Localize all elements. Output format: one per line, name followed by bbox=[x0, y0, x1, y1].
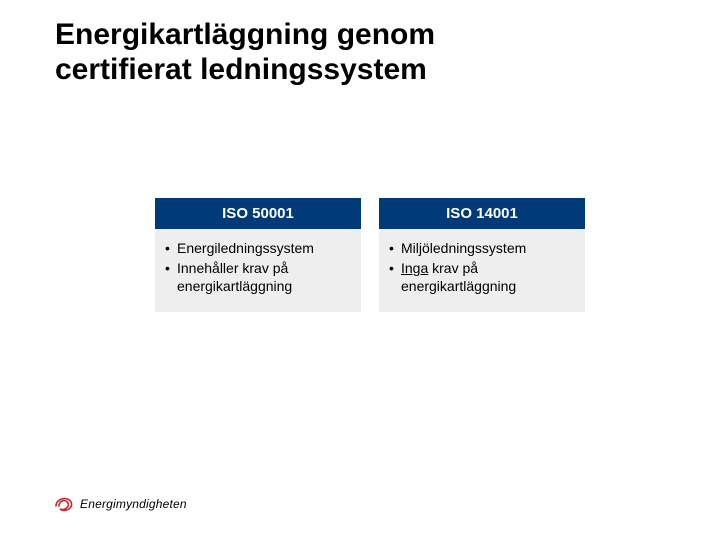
list-item: Miljöledningssystem bbox=[387, 239, 577, 257]
column-iso-14001: ISO 14001 Miljöledningssystem Inga krav … bbox=[379, 198, 585, 312]
column-body: Energiledningssystem Innehåller krav på … bbox=[155, 229, 361, 312]
logo: Energimyndigheten bbox=[52, 492, 187, 516]
bullet-text: Miljöledningssystem bbox=[401, 240, 526, 256]
bullet-text: Innehåller krav på bbox=[177, 260, 288, 276]
column-body: Miljöledningssystem Inga krav på energik… bbox=[379, 229, 585, 312]
bullet-list: Miljöledningssystem Inga krav på energik… bbox=[387, 239, 577, 296]
bullet-text-rest: krav på bbox=[428, 260, 478, 276]
list-item: Energiledningssystem bbox=[163, 239, 353, 257]
bullet-list: Energiledningssystem Innehåller krav på … bbox=[163, 239, 353, 296]
bullet-text: Energiledningssystem bbox=[177, 240, 314, 256]
swirl-icon bbox=[52, 492, 76, 516]
title-line-1: Energikartläggning genom bbox=[55, 18, 435, 51]
bullet-text-underlined: Inga bbox=[401, 260, 428, 276]
title-line-2: certifierat ledningssystem bbox=[55, 53, 427, 86]
list-item: Inga krav på energikartläggning bbox=[387, 259, 577, 295]
columns-container: ISO 50001 Energiledningssystem Innehålle… bbox=[155, 198, 585, 312]
column-header: ISO 50001 bbox=[155, 198, 361, 229]
page-title: Energikartläggning genom certifierat led… bbox=[55, 18, 435, 87]
column-header: ISO 14001 bbox=[379, 198, 585, 229]
bullet-text-line2: energikartläggning bbox=[177, 278, 292, 294]
bullet-text-line2: energikartläggning bbox=[401, 278, 516, 294]
slide: Energikartläggning genom certifierat led… bbox=[0, 0, 720, 540]
list-item: Innehåller krav på energikartläggning bbox=[163, 259, 353, 295]
column-iso-50001: ISO 50001 Energiledningssystem Innehålle… bbox=[155, 198, 361, 312]
logo-text: Energimyndigheten bbox=[80, 497, 187, 511]
